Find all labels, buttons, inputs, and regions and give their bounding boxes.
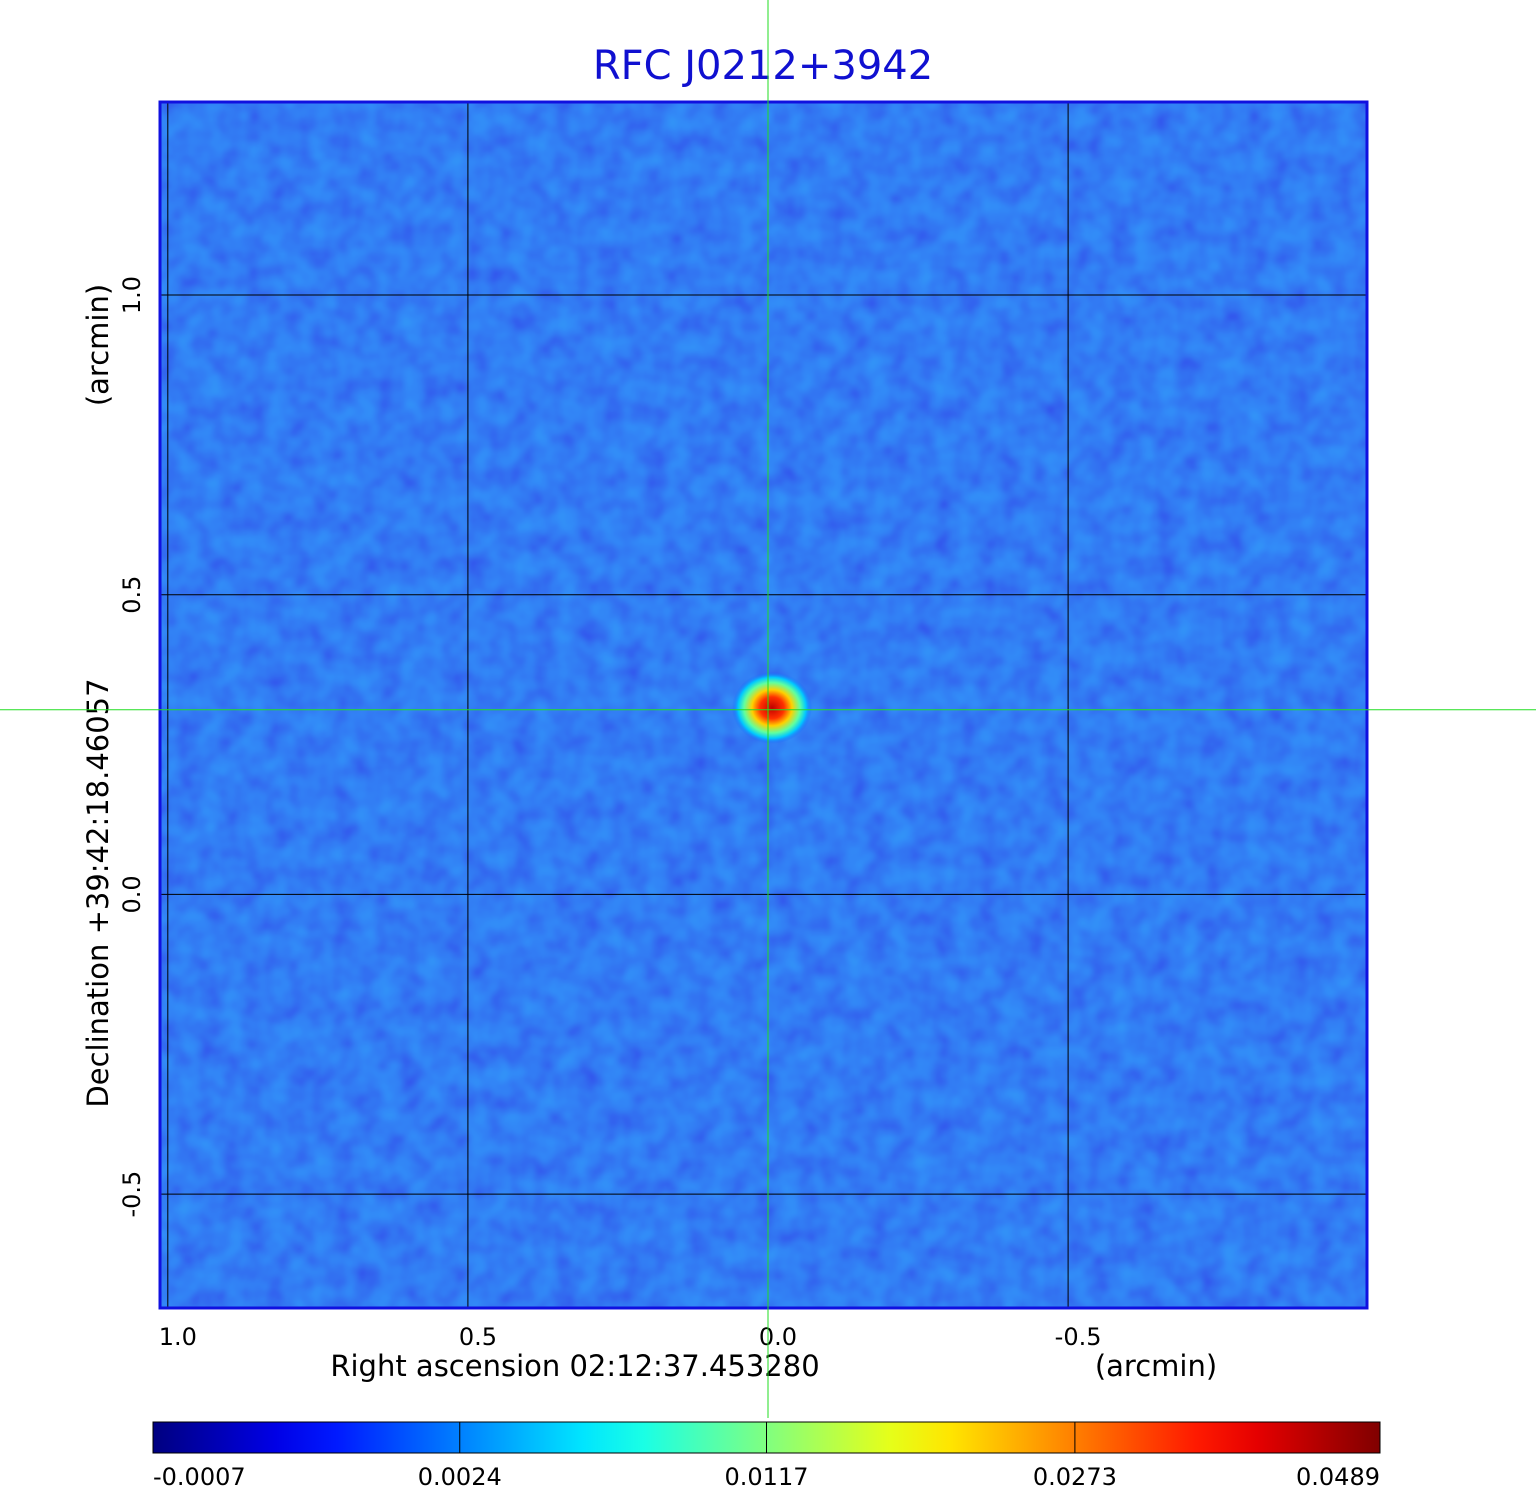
x-axis-unit: (arcmin) xyxy=(1095,1349,1217,1383)
x-tick-label: 1.0 xyxy=(159,1323,197,1351)
plot-frame xyxy=(158,100,1369,1310)
colorbar-tick-label: 0.0489 xyxy=(1296,1463,1380,1491)
y-tick-label: -0.5 xyxy=(118,1171,146,1218)
source xyxy=(732,671,813,744)
y-tick-label: 0.5 xyxy=(118,576,146,614)
colorbar-tick-label: 0.0273 xyxy=(1033,1463,1117,1491)
colorbar-tick-label: 0.0024 xyxy=(418,1463,502,1491)
y-axis-label: Declination +39:42:18.46057 xyxy=(81,678,115,1107)
plot-area xyxy=(160,102,1367,1308)
x-tick-label: -0.5 xyxy=(1055,1323,1102,1351)
chart-title: RFC J0212+3942 xyxy=(593,43,933,89)
y-tick-label: 1.0 xyxy=(118,276,146,314)
colorbar-tick-label: 0.0117 xyxy=(725,1463,809,1491)
y-axis-unit: (arcmin) xyxy=(81,284,115,406)
y-tick-label: 0.0 xyxy=(118,875,146,913)
colorbar-tick-label: -0.0007 xyxy=(153,1463,246,1491)
x-tick-label: 0.0 xyxy=(759,1323,797,1351)
x-tick-label: 0.5 xyxy=(459,1323,497,1351)
x-axis-label: Right ascension 02:12:37.453280 xyxy=(330,1349,819,1383)
